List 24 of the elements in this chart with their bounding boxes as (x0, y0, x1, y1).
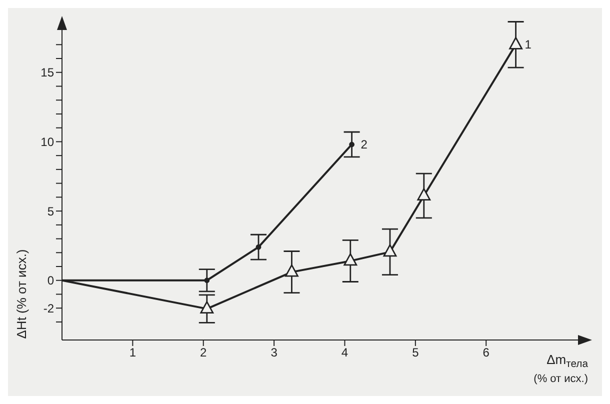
point (417, 188, 431, 200)
point (204, 278, 210, 284)
x-axis-title: Δm$_{тела}$ (% от исх.) (534, 352, 588, 385)
x-tick-label: 3 (270, 346, 278, 360)
x-tick-label: 1 (129, 346, 136, 360)
series-label: 2 (360, 137, 368, 152)
x-tick-label: 2 (200, 346, 208, 360)
point (383, 244, 397, 257)
point (344, 253, 358, 266)
x-tick-label: 4 (341, 346, 348, 360)
point (200, 301, 214, 314)
point (256, 244, 262, 250)
y-tick-label: 15 (40, 66, 54, 80)
point (349, 142, 355, 148)
x-tick-label: 5 (412, 346, 420, 360)
y-tick-label: 0 (47, 274, 54, 288)
y-tick-label: 10 (40, 134, 54, 149)
series-label: 1 (524, 38, 532, 52)
y-axis-title: ΔHt (% от исх.) (14, 249, 29, 339)
point (285, 264, 298, 277)
y-tick-label: 5 (47, 204, 54, 218)
x-tick-label: 6 (482, 346, 490, 360)
point (509, 36, 522, 50)
y-tick-label: -2 (43, 301, 54, 316)
